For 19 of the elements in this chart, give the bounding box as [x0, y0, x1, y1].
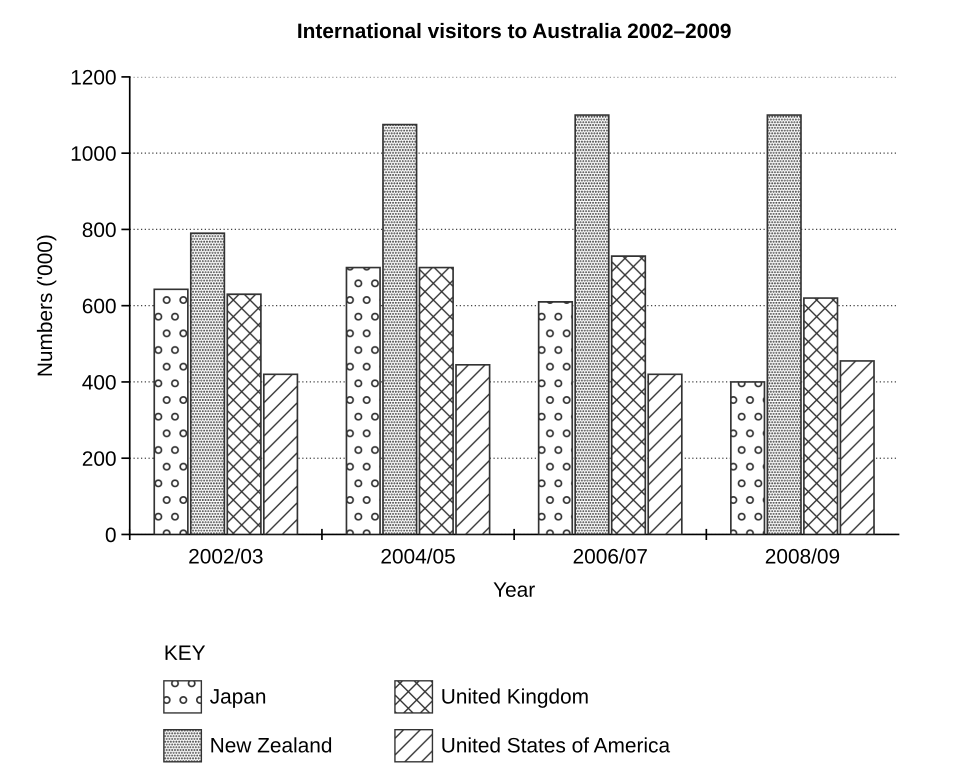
chart-title: International visitors to Australia 2002–2009: [298, 22, 731, 38]
legend-label: New Zealand: [211, 737, 332, 753]
legend-label: Japan: [210, 689, 266, 708]
y-tick-label: 800: [82, 222, 116, 238]
y-tick-label: 1000: [72, 146, 116, 161]
x-tick-label: 2004/05: [381, 548, 455, 564]
y-tick-label: 600: [82, 298, 116, 314]
x-tick-label: 2006/07: [574, 548, 647, 564]
y-tick-label: 200: [82, 451, 116, 466]
x-tick-label: 2008/09: [766, 548, 840, 564]
y-tick-label: 1200: [72, 70, 116, 85]
legend-label: United States of America: [442, 737, 670, 753]
y-tick-label: 400: [82, 374, 116, 390]
legend-title: KEY: [166, 645, 206, 660]
x-tick-label: 2002/03: [189, 548, 263, 564]
y-tick-label: 0: [106, 527, 116, 542]
x-axis-title: Year: [494, 582, 535, 597]
y-axis-title: Numbers ('000): [36, 236, 56, 376]
legend-label: United Kingdom: [442, 688, 588, 708]
